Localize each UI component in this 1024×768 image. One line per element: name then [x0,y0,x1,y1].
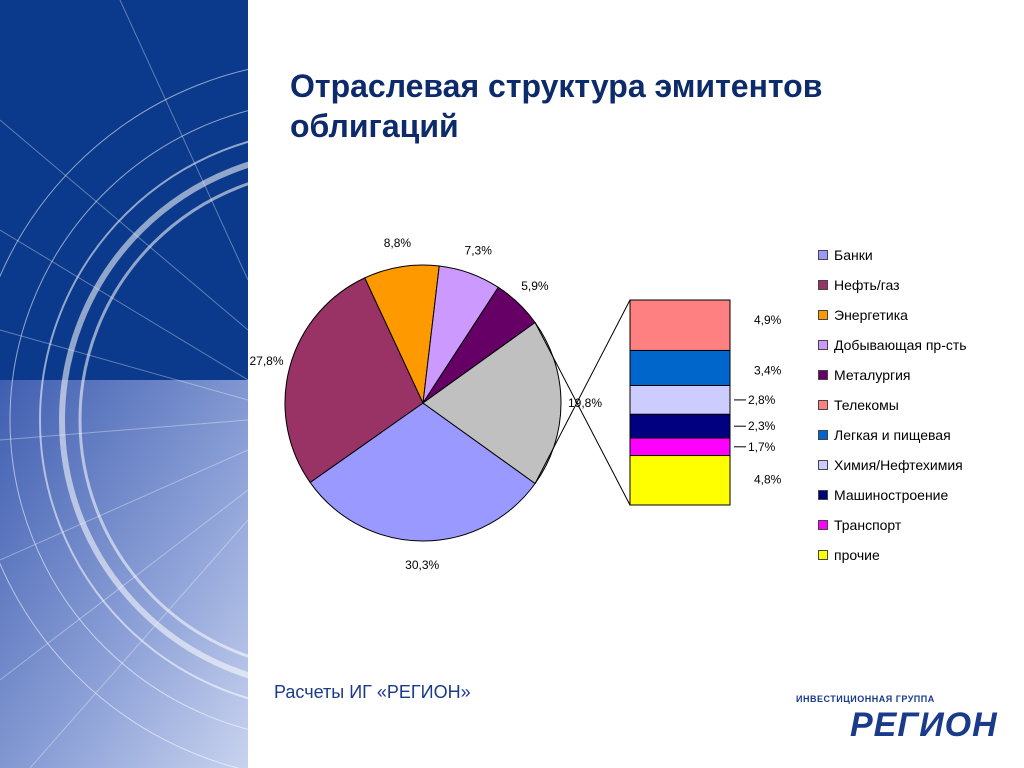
legend-swatch [818,370,828,380]
legend-swatch [818,310,828,320]
pie-label-энергетика: 8,8% [384,236,412,250]
legend-item-прочие: прочие [818,540,967,570]
legend-label: Транспорт [834,517,902,533]
connector-line [534,322,631,506]
pie-label-нефть-газ: 27,8% [249,354,283,368]
bar-label-машиностроение: 2,3% [748,419,776,433]
breakdown-bar [629,299,731,506]
bar-label-легкая-и-пищевая: 3,4% [754,364,782,378]
pie-slices [284,264,562,542]
legend-item-банки: Банки [818,240,967,270]
pie-label-other: 19,8% [568,396,602,410]
connector-line [534,299,631,484]
pie-chart: 30,3% 27,8% 8,8% 7,3% 5,9% 19,8% 4,9% 3,4% 2,8% 2… [249,236,781,572]
legend-item-добывающая-пр-сть: Добывающая пр-сть [818,330,967,360]
legend-label: прочие [834,547,880,563]
connector-lines [534,299,746,506]
legend-item-металургия: Металургия [818,360,967,390]
legend-swatch [818,520,828,530]
slide-title: Отраслевая структура эмитентов облигаций [290,68,823,144]
legend-swatch [818,250,828,260]
legend-item-машиностроение: Машиностроение [818,480,967,510]
bar-label-химия-нефтехимия: 2,8% [748,393,776,407]
legend-label: Энергетика [834,307,908,323]
legend-item-транспорт: Транспорт [818,510,967,540]
legend-label: Металургия [834,367,911,383]
legend-swatch [818,400,828,410]
pie-label-металургия: 5,9% [521,279,549,293]
logo-name: РЕГИОН [850,706,998,744]
bar-segment-телекомы [629,299,731,351]
legend-item-химия-нефтехимия: Химия/Нефтехимия [818,450,967,480]
legend-label: Химия/Нефтехимия [834,457,963,473]
legend-item-легкая-и-пищевая: Легкая и пищевая [818,420,967,450]
bar-segment-машиностроение [629,413,731,439]
legend-swatch [818,430,828,440]
legend-label: Банки [834,247,873,263]
legend-label: Добывающая пр-сть [834,337,967,353]
source-note: Расчеты ИГ «РЕГИОН» [274,682,471,702]
legend-swatch [818,550,828,560]
legend-label: Машиностроение [834,487,949,503]
pie-label-добывающая-пр-сть: 7,3% [465,244,493,258]
pie-label-банки: 30,3% [405,558,439,572]
legend-swatch [818,340,828,350]
bar-segment-прочие [629,455,731,506]
bar-label-телекомы: 4,9% [754,313,782,327]
bar-label-транспорт: 1,7% [748,440,776,454]
bar-segment-химия-нефтехимия [629,385,731,415]
legend-swatch [818,460,828,470]
legend-swatch [818,490,828,500]
legend-item-нефть-газ: Нефть/газ [818,270,967,300]
bar-label-прочие: 4,8% [754,473,782,487]
logo-caption: ИНВЕСТИЦИОННАЯ ГРУППА [796,694,935,704]
legend: Банки Нефть/газ Энергетика Добывающая пр-ст… [818,240,967,570]
bar-segment-легкая-и-пищевая [629,349,731,387]
legend-label: Легкая и пищевая [834,427,951,443]
company-logo: ИНВЕСТИЦИОННАЯ ГРУППА РЕГИОН [796,694,1010,750]
legend-swatch [818,280,828,290]
legend-item-энергетика: Энергетика [818,300,967,330]
pie-slice-банки [309,402,536,542]
pie-slice-other [422,321,562,485]
decorative-side-panel [0,0,248,768]
bar-segment-транспорт [629,437,731,457]
legend-label: Телекомы [834,397,899,413]
legend-label: Нефть/газ [834,277,900,293]
data-labels: 30,3% 27,8% 8,8% 7,3% 5,9% 19,8% 4,9% 3,4% 2,8% 2… [249,236,781,572]
legend-item-телекомы: Телекомы [818,390,967,420]
